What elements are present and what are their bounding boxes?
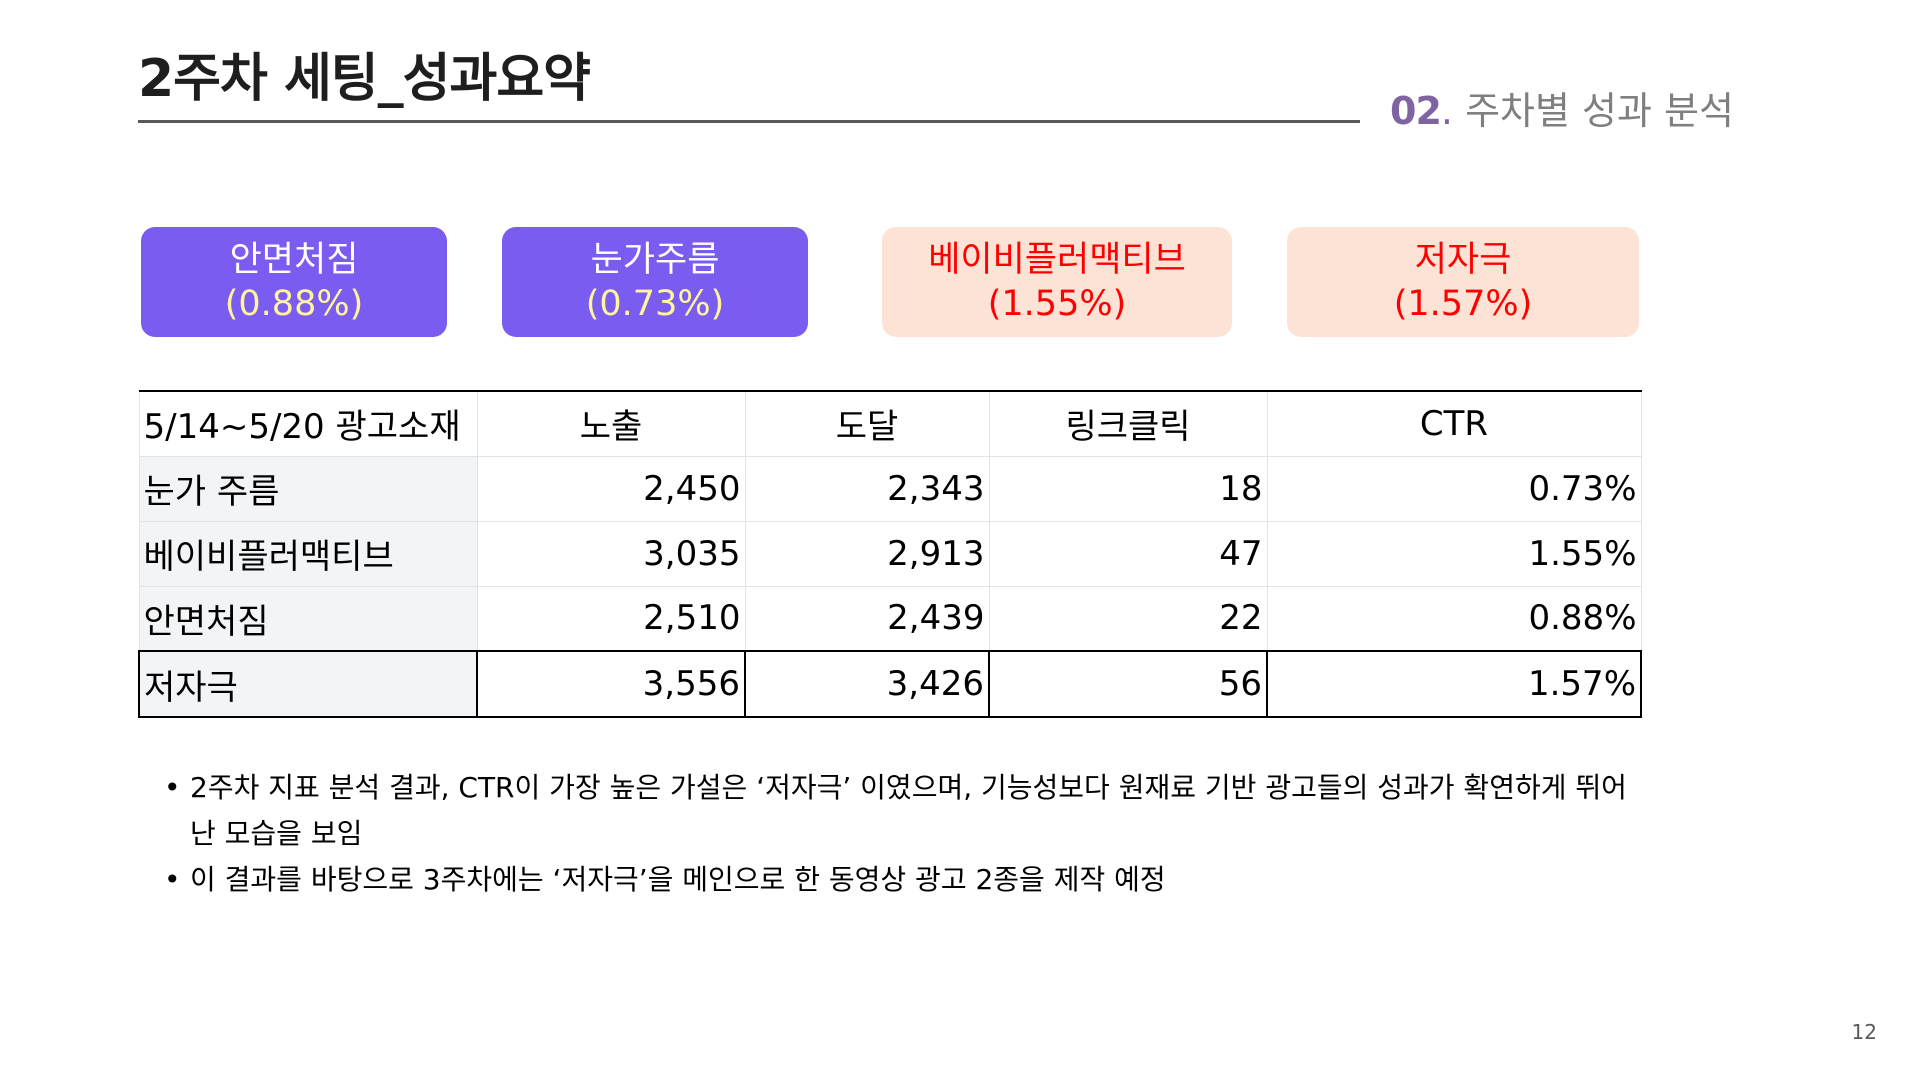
section-number: 02 [1390,89,1442,133]
cell-impressions: 2,450 [476,455,746,522]
table-row: 베이비플러맥티브 3,035 2,913 47 1.55% [138,520,1642,587]
header-link-clicks: 링크클릭 [988,390,1268,457]
card-low-irritation: 저자극 (1.57%) [1287,227,1639,337]
bullet-item: • 이 결과를 바탕으로 3주차에는 ‘저자극’을 메인으로 한 동영상 광고 … [164,857,1650,903]
header-creative: 5/14~5/20 광고소재 [138,390,478,457]
cell-ctr: 0.88% [1266,585,1642,652]
card-ctr: (1.57%) [1393,284,1533,324]
row-label: 저자극 [138,650,478,718]
card-name: 저자극 [1414,240,1512,280]
cell-ctr: 1.57% [1266,650,1642,718]
bullet-marker: • [164,863,181,896]
cell-reach: 2,913 [744,520,990,587]
cell-ctr: 1.55% [1266,520,1642,587]
card-face-sagging: 안면처짐 (0.88%) [141,227,447,337]
table-row: 눈가 주름 2,450 2,343 18 0.73% [138,455,1642,522]
cell-reach: 2,343 [744,455,990,522]
row-label: 베이비플러맥티브 [138,520,478,587]
cell-impressions: 3,035 [476,520,746,587]
page-number: 12 [1851,1020,1877,1044]
cell-link-clicks: 47 [988,520,1268,587]
section-dot: . [1440,89,1453,133]
table-row: 안면처짐 2,510 2,439 22 0.88% [138,585,1642,652]
bullet-text: 이 결과를 바탕으로 3주차에는 ‘저자극’을 메인으로 한 동영상 광고 2종… [190,863,1166,896]
cell-reach: 3,426 [744,650,990,718]
header-reach: 도달 [744,390,990,457]
table-row-highlighted: 저자극 3,556 3,426 56 1.57% [138,650,1642,718]
table-header-row: 5/14~5/20 광고소재 노출 도달 링크클릭 CTR [138,390,1642,457]
cell-impressions: 2,510 [476,585,746,652]
title-divider [138,120,1360,123]
card-eye-wrinkle: 눈가주름 (0.73%) [502,227,808,337]
bullet-text: 2주차 지표 분석 결과, CTR이 가장 높은 가설은 ‘저자극’ 이였으며,… [190,771,1627,850]
bullet-marker: • [164,771,181,804]
summary-bullets: • 2주차 지표 분석 결과, CTR이 가장 높은 가설은 ‘저자극’ 이였으… [164,765,1650,903]
card-ctr: (0.88%) [224,284,364,324]
cell-link-clicks: 22 [988,585,1268,652]
card-ctr: (1.55%) [987,284,1127,324]
cell-ctr: 0.73% [1266,455,1642,522]
card-name: 눈가주름 [590,240,720,280]
header-ctr: CTR [1266,390,1642,457]
card-ctr: (0.73%) [585,284,725,324]
row-label: 눈가 주름 [138,455,478,522]
card-name: 베이비플러맥티브 [928,240,1186,280]
cell-impressions: 3,556 [476,650,746,718]
card-name: 안면처짐 [229,240,359,280]
bullet-item: • 2주차 지표 분석 결과, CTR이 가장 높은 가설은 ‘저자극’ 이였으… [164,765,1650,857]
cell-reach: 2,439 [744,585,990,652]
section-title: 주차별 성과 분석 [1465,89,1734,133]
section-label: 02. 주차별 성과 분석 [1390,80,1734,135]
performance-table: 5/14~5/20 광고소재 노출 도달 링크클릭 CTR 눈가 주름 2,45… [138,390,1642,718]
cell-link-clicks: 18 [988,455,1268,522]
page-title: 2주차 세팅_성과요약 [138,49,591,109]
cell-link-clicks: 56 [988,650,1268,718]
row-label: 안면처짐 [138,585,478,652]
card-babyplus-active: 베이비플러맥티브 (1.55%) [882,227,1232,337]
header-impressions: 노출 [476,390,746,457]
